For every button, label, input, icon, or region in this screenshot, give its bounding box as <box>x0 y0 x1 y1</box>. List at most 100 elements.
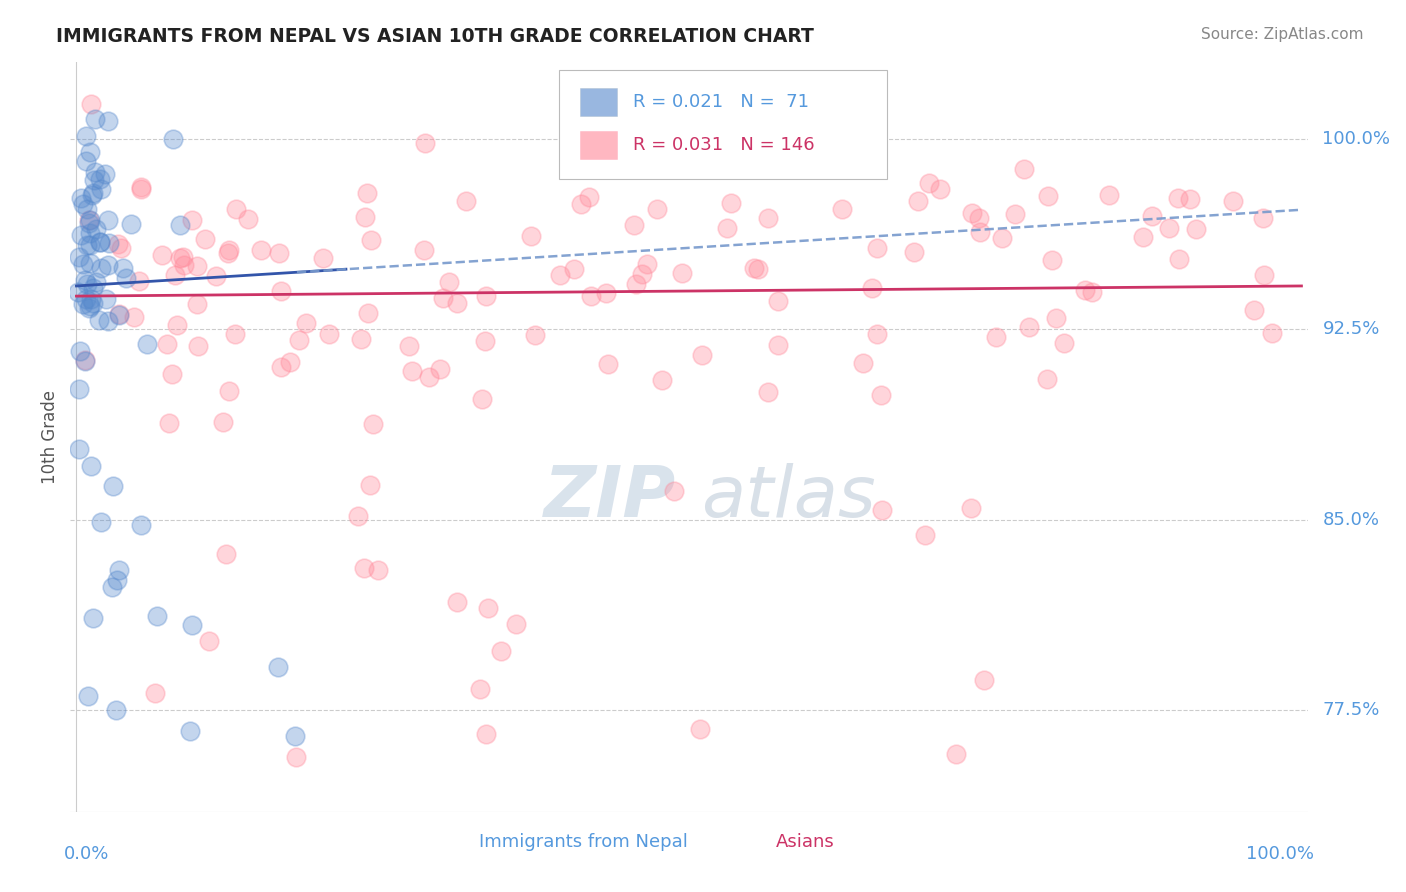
Point <box>446 296 468 310</box>
Point <box>1012 161 1035 176</box>
Point <box>872 503 894 517</box>
Point <box>107 237 129 252</box>
Point <box>66 285 89 299</box>
Bar <box>581 130 617 159</box>
Y-axis label: 10th Grade: 10th Grade <box>41 390 59 484</box>
Point <box>318 326 340 341</box>
Point <box>1184 221 1206 235</box>
Point <box>104 703 127 717</box>
Point <box>413 136 436 150</box>
Text: 77.5%: 77.5% <box>1323 701 1379 719</box>
Point <box>288 334 311 348</box>
Point <box>218 384 240 399</box>
Point <box>160 367 183 381</box>
Text: Source: ZipAtlas.com: Source: ZipAtlas.com <box>1201 27 1364 42</box>
Point <box>1251 211 1274 225</box>
Point <box>186 260 208 274</box>
Point <box>990 231 1012 245</box>
Point <box>80 459 103 474</box>
Point <box>180 212 202 227</box>
Text: Immigrants from Nepal: Immigrants from Nepal <box>478 833 688 851</box>
Point <box>690 348 713 362</box>
Point <box>860 281 883 295</box>
Point <box>1004 207 1026 221</box>
Point <box>1053 336 1076 351</box>
Point <box>474 726 496 740</box>
Point <box>505 617 527 632</box>
Point <box>820 143 842 157</box>
Point <box>1159 221 1181 235</box>
Point <box>162 131 184 145</box>
Point <box>1167 191 1189 205</box>
Point <box>671 266 693 280</box>
Point <box>730 159 752 173</box>
Point <box>187 339 209 353</box>
Point <box>143 686 166 700</box>
Point <box>72 297 94 311</box>
Point <box>172 251 194 265</box>
Point <box>446 595 468 609</box>
Point <box>76 202 98 216</box>
Point <box>76 277 98 291</box>
Point <box>267 659 290 673</box>
Point <box>1018 320 1040 334</box>
Point <box>75 353 97 368</box>
Point <box>267 246 290 260</box>
Point <box>967 211 990 225</box>
Point <box>82 186 104 201</box>
Point <box>595 286 617 301</box>
Point <box>73 354 96 368</box>
Point <box>474 289 496 303</box>
Point <box>1243 303 1265 318</box>
Point <box>918 176 941 190</box>
Point <box>73 273 96 287</box>
Point <box>1098 188 1121 202</box>
Point <box>360 233 382 247</box>
Point <box>852 356 875 370</box>
Point <box>186 297 208 311</box>
Point <box>79 299 101 313</box>
Point <box>166 318 188 333</box>
Point <box>136 336 159 351</box>
Text: 85.0%: 85.0% <box>1323 510 1379 529</box>
Point <box>312 251 335 265</box>
Text: 100.0%: 100.0% <box>1323 129 1391 148</box>
Point <box>69 344 91 359</box>
Point <box>363 417 385 431</box>
Point <box>70 191 93 205</box>
Point <box>111 260 134 275</box>
Point <box>129 179 152 194</box>
Point <box>630 267 652 281</box>
Point <box>1222 194 1244 209</box>
Point <box>756 211 779 226</box>
Point <box>278 355 301 369</box>
Point <box>960 206 983 220</box>
Point <box>84 112 107 127</box>
Point <box>1261 326 1284 341</box>
Point <box>907 194 929 208</box>
FancyBboxPatch shape <box>560 70 887 178</box>
Point <box>94 292 117 306</box>
Point <box>249 243 271 257</box>
Point <box>401 364 423 378</box>
Point <box>82 188 104 202</box>
Point <box>768 294 790 309</box>
Point <box>349 332 371 346</box>
Point <box>80 97 103 112</box>
Text: ZIP: ZIP <box>544 463 676 532</box>
Point <box>353 560 375 574</box>
Point <box>72 257 94 271</box>
Point <box>79 145 101 160</box>
Point <box>157 416 180 430</box>
Point <box>129 518 152 533</box>
Text: IMMIGRANTS FROM NEPAL VS ASIAN 10TH GRADE CORRELATION CHART: IMMIGRANTS FROM NEPAL VS ASIAN 10TH GRAD… <box>56 27 814 45</box>
Point <box>67 382 90 396</box>
Point <box>747 262 769 277</box>
Point <box>519 229 541 244</box>
Point <box>90 515 112 529</box>
Point <box>413 244 436 258</box>
Text: R = 0.031   N = 146: R = 0.031 N = 146 <box>633 136 815 153</box>
Bar <box>581 88 617 116</box>
Point <box>598 357 620 371</box>
Point <box>662 483 685 498</box>
